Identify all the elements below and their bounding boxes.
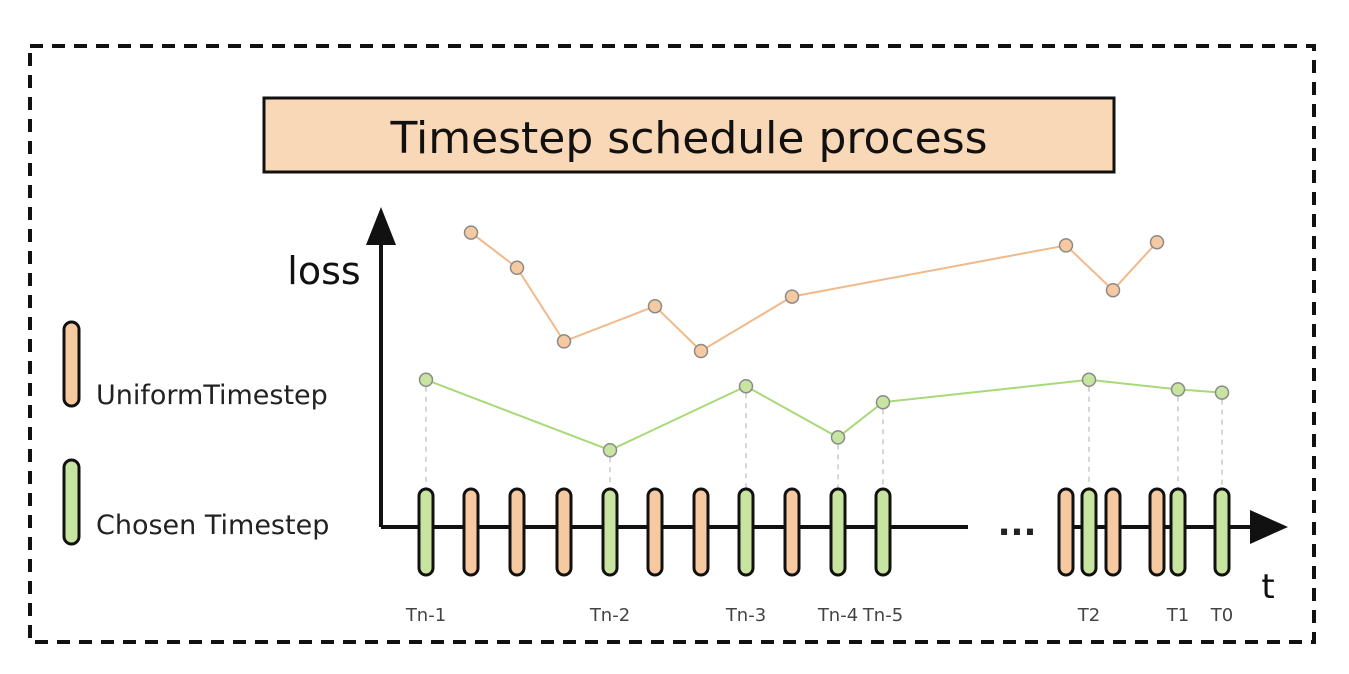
y-axis-arrowhead [366, 207, 396, 245]
uniform-loss-point [509, 260, 525, 276]
chosen-loss-line [425, 378, 1223, 452]
x-axis-label: t [1261, 567, 1274, 607]
chosen-timestep-marker [737, 487, 755, 577]
uniform-loss-point [1058, 238, 1074, 253]
legend-item-uniform: UniformTimestep [62, 320, 328, 411]
uniform-loss-point [1149, 234, 1165, 250]
uniform-loss-point [463, 225, 479, 240]
uniform-timestep-marker [1057, 487, 1075, 577]
x-tick-label: Tn-2 [589, 605, 630, 626]
chosen-timestep-marker [829, 487, 847, 577]
guide-lines [425, 386, 1223, 489]
dashed-frame [28, 44, 1316, 644]
chosen-timestep-marker [1213, 487, 1231, 577]
uniform-loss-point [647, 298, 663, 314]
uniform-loss-point [556, 334, 572, 349]
uniform-timestep-marker [646, 487, 664, 577]
chosen-timestep-marker [1080, 487, 1098, 577]
x-tick-labels: Tn-1 Tn-2 Tn-3 Tn-4 Tn-5 T2 T1 T0 [405, 605, 1233, 626]
chosen-loss-point [1214, 385, 1230, 400]
green-pill-icon [62, 458, 81, 546]
chosen-loss-point [602, 442, 618, 458]
chosen-loss-point [830, 430, 846, 445]
uniform-loss-line [470, 231, 1158, 353]
chosen-loss-point [1081, 372, 1097, 388]
legend-label-uniform: UniformTimestep [96, 380, 328, 411]
uniform-loss-point [1105, 282, 1121, 298]
uniform-timestep-marker [1148, 487, 1166, 577]
x-axis-arrowhead [1250, 510, 1288, 544]
title-background [262, 96, 1116, 174]
orange-pill-icon [62, 320, 81, 408]
x-tick-label: Tn-4 [817, 605, 858, 626]
x-tick-label: T2 [1077, 605, 1100, 626]
title-box: Timestep schedule process [262, 96, 1116, 174]
legend-label-chosen: Chosen Timestep [96, 510, 329, 541]
uniform-timestep-marker [462, 487, 480, 577]
legend-item-chosen: Chosen Timestep [62, 458, 329, 546]
y-axis-label: loss [287, 249, 360, 293]
uniform-loss-point [784, 289, 800, 304]
uniform-timestep-marker [692, 487, 710, 577]
chosen-timestep-marker [1169, 487, 1187, 577]
x-tick-label: T1 [1166, 605, 1189, 626]
timestep-markers [417, 487, 1231, 577]
uniform-timestep-marker [1104, 487, 1122, 577]
axis-ellipsis: ... [998, 504, 1037, 544]
uniform-timestep-marker [783, 487, 801, 577]
chosen-timestep-marker [417, 487, 435, 577]
chosen-loss-point [1170, 382, 1186, 397]
chosen-loss-point [418, 372, 434, 388]
chosen-timestep-marker [601, 487, 619, 577]
diagram-title: Timestep schedule process [389, 113, 987, 164]
x-tick-label: Tn-3 [725, 605, 766, 626]
chosen-loss-point [738, 378, 754, 394]
uniform-timestep-marker [555, 487, 573, 577]
x-tick-label: Tn-5 [862, 605, 903, 626]
uniform-timestep-marker [508, 487, 526, 577]
chosen-timestep-marker [874, 487, 892, 577]
axes: loss t ... [287, 207, 1288, 607]
legend: UniformTimestep Chosen Timestep [62, 320, 329, 546]
chosen-loss-point [875, 394, 891, 410]
loss-series [418, 225, 1230, 458]
x-tick-label: T0 [1210, 605, 1233, 626]
uniform-loss-point [693, 343, 709, 359]
x-tick-label: Tn-1 [405, 605, 446, 626]
